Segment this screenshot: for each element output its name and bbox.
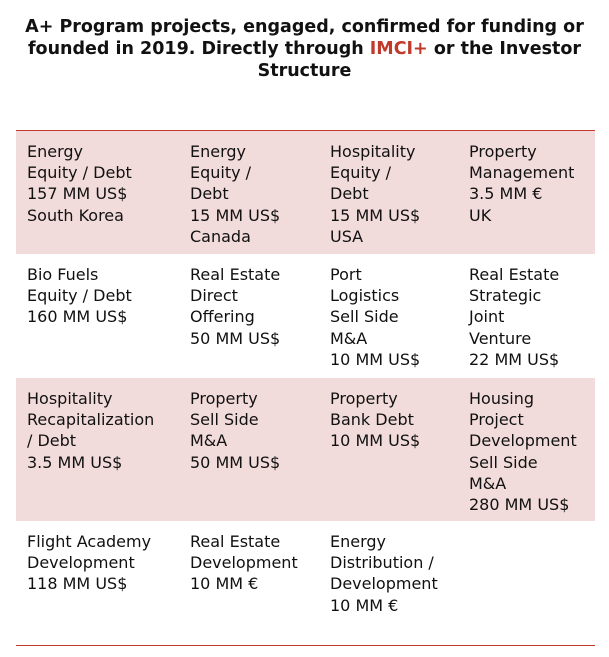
projects-table: Energy Equity / Debt 157 MM US$ South Korea… — [16, 131, 595, 646]
page-title: A+ Program projects, engaged, confirmed … — [14, 16, 595, 82]
project-cell: Energy Distribution / Development 10 MM € — [330, 532, 438, 615]
project-cell: Hospitality Equity / Debt 15 MM US$ USA — [330, 142, 421, 246]
title-highlight-imci: IMCI+ — [369, 39, 428, 59]
title-text-end: or the Investor Structure — [257, 39, 582, 81]
project-cell: Real Estate Development 10 MM € — [190, 532, 298, 594]
table-top-rule — [16, 130, 595, 131]
project-cell: Energy Equity / Debt 15 MM US$ Canada — [190, 142, 281, 246]
title-text: A+ Program projects, engaged, confirmed … — [25, 17, 584, 59]
project-cell: Property Bank Debt 10 MM US$ — [330, 389, 421, 451]
project-cell: Property Sell Side M&A 50 MM US$ — [190, 389, 281, 472]
project-cell: Hospitality Recapitalization / Debt 3.5 MM … — [27, 389, 155, 472]
project-cell: Flight Academy Development 118 MM US$ — [27, 532, 152, 594]
empty-cell — [458, 521, 595, 646]
table-bottom-rule — [16, 645, 595, 646]
project-cell: Bio Fuels Equity / Debt 160 MM US$ — [27, 265, 132, 327]
project-cell: Real Estate Direct Offering 50 MM US$ — [190, 265, 281, 348]
table-row: Bio Fuels Equity / Debt 160 MM US$ Real Es… — [16, 254, 595, 378]
table-row: Hospitality Recapitalization / Debt 3.5 MM … — [16, 378, 595, 521]
project-cell: Housing Project Development Sell Side M&A 280… — [469, 389, 577, 515]
table-row: Energy Equity / Debt 157 MM US$ South Korea… — [16, 131, 595, 254]
table-row: Flight Academy Development 118 MM US$ Real… — [16, 521, 595, 646]
project-cell: Property Management 3.5 MM € UK — [469, 142, 575, 225]
project-cell: Port Logistics Sell Side M&A 10 MM US$ — [330, 265, 421, 369]
project-cell: Energy Equity / Debt 157 MM US$ South Korea — [27, 142, 132, 225]
project-cell: Real Estate Strategic Joint Venture 22 MM US… — [469, 265, 560, 369]
